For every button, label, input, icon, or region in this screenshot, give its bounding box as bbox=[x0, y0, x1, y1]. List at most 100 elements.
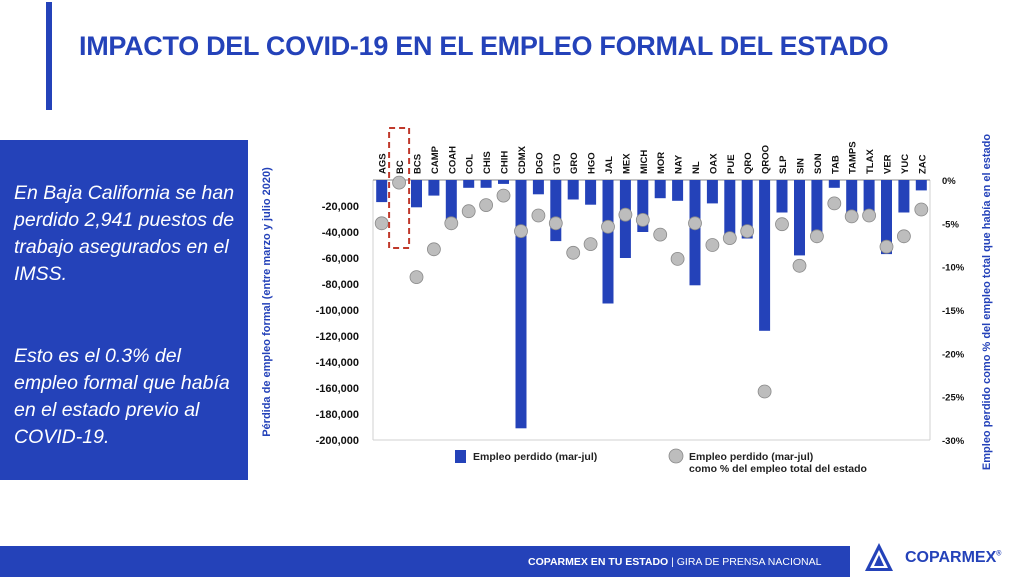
category-label-bcs: BCS bbox=[413, 154, 424, 174]
category-label-gro: GRO bbox=[569, 152, 580, 174]
dot-qro bbox=[740, 224, 755, 238]
category-label-hgo: HGO bbox=[587, 152, 598, 174]
bar-coah bbox=[445, 180, 457, 219]
bar-dgo bbox=[532, 180, 544, 195]
footer-logo-label: COPARMEX bbox=[905, 549, 997, 566]
dot-jal bbox=[601, 219, 615, 234]
category-label-jal: JAL bbox=[604, 156, 615, 174]
bar-col bbox=[463, 180, 475, 188]
right-tick-label: 0% bbox=[942, 176, 956, 187]
dot-mor bbox=[653, 227, 668, 242]
category-labels: AGS BC BCS CAMP COAH COL CHIS CHIH CDMX DGO GTO GRO… bbox=[378, 141, 929, 174]
left-tick-label: -20,000 bbox=[322, 201, 359, 213]
footer-bar bbox=[0, 546, 850, 577]
category-label-ver: VER bbox=[883, 154, 894, 174]
footer-bold-text: COPARMEX EN TU ESTADO bbox=[528, 556, 669, 568]
legend-dot-label-2: como % del empleo total del estado bbox=[689, 463, 867, 475]
bar-chih bbox=[498, 180, 509, 184]
category-label-qro: QRO bbox=[743, 152, 754, 174]
right-tick-label: -5% bbox=[942, 219, 959, 230]
legend-bar-swatch bbox=[455, 450, 466, 463]
category-label-pue: PUE bbox=[726, 154, 737, 174]
left-axis-title: Pérdida de empleo formal (entre marzo y … bbox=[261, 167, 273, 437]
category-label-slp: SLP bbox=[778, 155, 789, 174]
bar-ags bbox=[376, 180, 388, 203]
category-label-tab: TAB bbox=[830, 155, 841, 174]
dot-coah bbox=[444, 216, 459, 231]
dot-chis bbox=[479, 198, 494, 212]
bar-slp bbox=[776, 180, 788, 213]
dot-mich bbox=[635, 213, 650, 227]
bar-tamps bbox=[846, 180, 858, 213]
category-label-yuc: YUC bbox=[900, 154, 911, 174]
left-tick-label: -140,000 bbox=[316, 357, 359, 369]
right-tick-label: -30% bbox=[942, 436, 965, 447]
category-label-mor: MOR bbox=[656, 152, 667, 174]
dot-zac bbox=[914, 202, 929, 217]
bar-bcs bbox=[411, 180, 422, 208]
category-label-cdmx: CDMX bbox=[517, 145, 528, 174]
bar-hgo bbox=[585, 180, 597, 205]
bar-nay bbox=[672, 180, 684, 201]
category-label-nl: NL bbox=[691, 161, 702, 174]
category-label-dgo: DGO bbox=[534, 152, 545, 174]
bar-tab bbox=[828, 180, 840, 188]
dot-son bbox=[810, 229, 824, 244]
bar-series bbox=[376, 180, 927, 429]
footer-separator: | bbox=[668, 556, 677, 568]
right-tick-label: -25% bbox=[942, 393, 965, 404]
dot-chih bbox=[496, 188, 511, 203]
category-label-qroo: QROO bbox=[761, 145, 772, 174]
dot-ver bbox=[879, 239, 894, 254]
left-tick-label: -60,000 bbox=[322, 253, 359, 265]
summary-panel: En Baja California se han perdido 2,941 … bbox=[0, 140, 248, 480]
dot-dgo bbox=[531, 208, 546, 223]
bar-pue bbox=[724, 180, 736, 242]
category-label-sin: SIN bbox=[796, 158, 807, 174]
dot-tlax bbox=[862, 208, 876, 223]
category-label-chis: CHIS bbox=[482, 151, 493, 174]
category-label-son: SON bbox=[813, 153, 824, 174]
left-axis-title-line: Pérdida de empleo formal (entre marzo y … bbox=[261, 167, 273, 437]
dot-camp bbox=[426, 242, 441, 257]
dot-mex bbox=[618, 207, 633, 222]
left-tick-label: -120,000 bbox=[316, 331, 359, 343]
dot-tamps bbox=[844, 209, 859, 224]
dot-nl bbox=[688, 216, 702, 231]
coparmex-logo-icon bbox=[865, 543, 893, 571]
right-axis-ticks: 0% -5% -10% -15% -20% -25% -30% bbox=[942, 176, 965, 447]
chart-legend: Empleo perdido (mar-jul) Empleo perdido … bbox=[455, 448, 867, 475]
footer-light-text: GIRA DE PRENSA NACIONAL bbox=[676, 556, 822, 568]
bc-highlight-box bbox=[388, 127, 411, 249]
category-label-tamps: TAMPS bbox=[848, 141, 859, 174]
category-label-col: COL bbox=[465, 154, 476, 174]
category-label-chih: CHIH bbox=[500, 151, 511, 174]
title-accent-bar bbox=[46, 2, 52, 110]
summary-paragraph-1: En Baja California se han perdido 2,941 … bbox=[14, 182, 235, 285]
right-tick-label: -15% bbox=[942, 306, 965, 317]
dot-sin bbox=[792, 258, 807, 273]
left-axis-ticks: -20,000 -40,000 -60,000 -80,000 -100,000 -120… bbox=[316, 201, 359, 447]
left-tick-label: -100,000 bbox=[316, 305, 359, 317]
category-label-mex: MEX bbox=[621, 153, 632, 174]
bar-gto bbox=[550, 180, 562, 242]
footer-text: COPARMEX EN TU ESTADO | GIRA DE PRENSA N… bbox=[528, 556, 821, 568]
left-tick-label: -160,000 bbox=[316, 383, 359, 395]
legend-dot-label-1: Empleo perdido (mar-jul) bbox=[689, 451, 813, 463]
dot-hgo bbox=[583, 237, 598, 251]
category-label-tlax: TLAX bbox=[865, 149, 876, 174]
left-tick-label: -40,000 bbox=[322, 227, 359, 239]
dot-bcs bbox=[409, 270, 424, 285]
bar-cdmx bbox=[515, 180, 527, 429]
dot-series bbox=[374, 175, 929, 399]
bar-tlax bbox=[863, 180, 875, 219]
page-title: IMPACTO DEL COVID-19 EN EL EMPLEO FORMAL… bbox=[79, 30, 889, 63]
category-label-coah: COAH bbox=[447, 146, 458, 174]
dot-yuc bbox=[897, 229, 911, 244]
dot-col bbox=[461, 204, 476, 219]
bar-oax bbox=[706, 180, 718, 204]
bar-gro bbox=[567, 180, 579, 200]
bc-highlight bbox=[388, 127, 411, 249]
category-label-gto: GTO bbox=[552, 154, 563, 174]
category-label-mich: MICH bbox=[639, 150, 650, 174]
